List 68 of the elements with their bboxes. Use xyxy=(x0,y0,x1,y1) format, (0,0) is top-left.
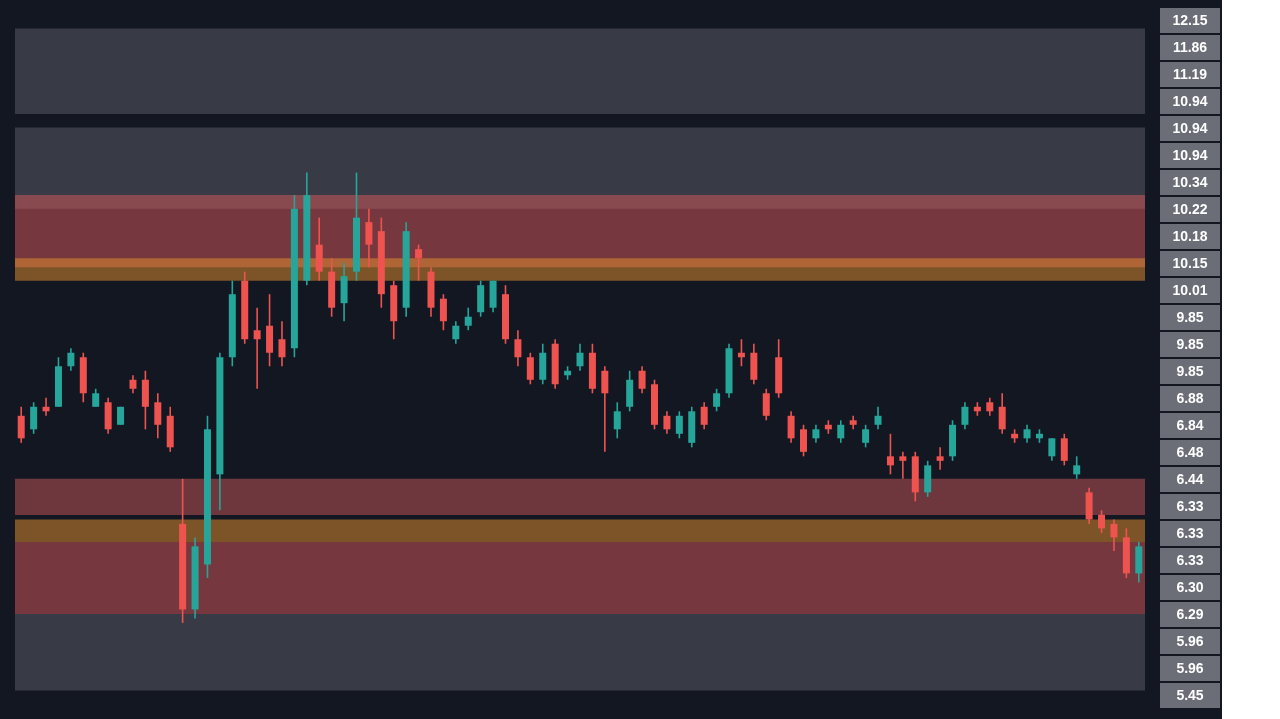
candlestick xyxy=(961,401,969,431)
candlestick xyxy=(1048,437,1056,462)
candlestick xyxy=(526,351,534,386)
candlestick xyxy=(700,401,708,431)
candlestick xyxy=(986,396,994,417)
text: 6.48 xyxy=(1176,443,1204,460)
candlestick xyxy=(613,401,621,440)
text: 6.33 xyxy=(1176,524,1204,541)
text: 10.01 xyxy=(1172,281,1208,298)
text: 6.44 xyxy=(1176,470,1204,487)
candlestick xyxy=(800,424,808,458)
text: 10.94 xyxy=(1172,119,1208,136)
candlestick xyxy=(576,342,584,372)
candlestick xyxy=(713,387,721,413)
candlestick xyxy=(899,451,907,480)
candlestick xyxy=(886,433,894,476)
candlestick xyxy=(464,306,472,332)
text: 10.15 xyxy=(1172,254,1208,271)
candlestick xyxy=(936,446,944,471)
candlestick xyxy=(30,401,38,435)
candlestick xyxy=(278,320,286,368)
candlestick xyxy=(601,365,609,453)
text: 12.15 xyxy=(1172,11,1208,28)
candlestick xyxy=(862,424,870,449)
candlestick xyxy=(452,320,460,345)
candlestick xyxy=(129,374,137,395)
text: 10.22 xyxy=(1172,200,1208,217)
text: 6.33 xyxy=(1176,497,1204,514)
candlestick xyxy=(663,410,671,435)
text: 5.96 xyxy=(1176,659,1204,676)
candlestick xyxy=(874,405,882,431)
text: 10.94 xyxy=(1172,92,1208,109)
text: 9.85 xyxy=(1176,308,1204,325)
candlestick xyxy=(1098,509,1106,534)
candlestick xyxy=(154,392,162,440)
candlestick xyxy=(439,293,447,332)
candlestick xyxy=(837,419,845,444)
text: 6.84 xyxy=(1176,416,1204,433)
text: 5.45 xyxy=(1176,686,1204,703)
candlestick xyxy=(675,410,683,440)
text: 9.85 xyxy=(1176,335,1204,352)
candlestick xyxy=(998,392,1006,435)
candlestick xyxy=(812,424,820,444)
text: 10.34 xyxy=(1172,173,1208,190)
candlestick xyxy=(92,387,100,408)
candlestick xyxy=(1110,518,1118,552)
text: 11.19 xyxy=(1172,65,1208,82)
candlestick xyxy=(365,207,373,268)
candlestick xyxy=(17,405,25,444)
text: 10.94 xyxy=(1172,146,1208,163)
candlestick xyxy=(514,329,522,368)
text: 6.30 xyxy=(1176,578,1204,595)
candlestick xyxy=(1023,424,1031,444)
candlestick xyxy=(787,410,795,444)
candlestick xyxy=(638,365,646,395)
text: 6.33 xyxy=(1176,551,1204,568)
text: 11.86 xyxy=(1172,38,1208,55)
candlestick xyxy=(415,243,423,282)
text: 6.29 xyxy=(1176,605,1204,622)
text: 5.96 xyxy=(1176,632,1204,649)
candlestick xyxy=(762,387,770,422)
candlestick xyxy=(1073,455,1081,480)
candlestick xyxy=(67,347,75,372)
text: 9.85 xyxy=(1176,362,1204,379)
candlestick xyxy=(253,306,261,390)
candlestick xyxy=(1060,433,1068,467)
text: 10.18 xyxy=(1172,227,1208,244)
text: 6.88 xyxy=(1176,389,1204,406)
